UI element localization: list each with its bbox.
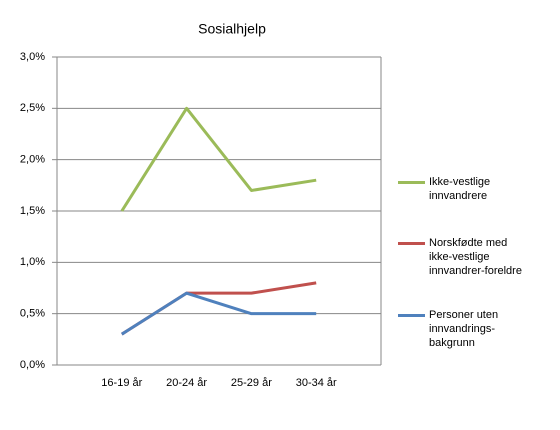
x-tick-label: 30-34 år (296, 377, 337, 389)
series-line (120, 281, 317, 336)
legend-entry: Personer uten innvandrings-bakgrunn (398, 308, 558, 350)
legend-label: Ikke-vestlige innvandrere (429, 176, 491, 202)
y-tick-label: 0,0% (20, 359, 45, 371)
y-tick-label: 1,5% (20, 205, 45, 217)
legend-swatch (398, 242, 425, 245)
y-tick-label: 2,0% (20, 154, 45, 166)
y-tick-label: 0,5% (20, 308, 45, 320)
x-tick-label: 25-29 år (231, 377, 272, 389)
y-tick-label: 2,5% (20, 102, 45, 114)
chart-title: Sosialhjelp (198, 21, 266, 37)
legend-entry: Norskfødte med ikke-vestlige innvandrer-… (398, 236, 558, 278)
legend-entry: Ikke-vestlige innvandrere (398, 175, 558, 203)
y-tick-label: 3,0% (20, 51, 45, 63)
series-line (120, 291, 317, 336)
legend-label: Personer uten innvandrings-bakgrunn (429, 309, 499, 349)
legend-swatch (398, 181, 425, 184)
legend-label: Norskfødte med ikke-vestlige innvandrer-… (429, 237, 522, 277)
x-tick-label: 16-19 år (101, 377, 142, 389)
y-tick-label: 1,0% (20, 256, 45, 268)
legend-swatch (398, 314, 425, 317)
x-tick-label: 20-24 år (166, 377, 207, 389)
series-line (120, 106, 317, 212)
